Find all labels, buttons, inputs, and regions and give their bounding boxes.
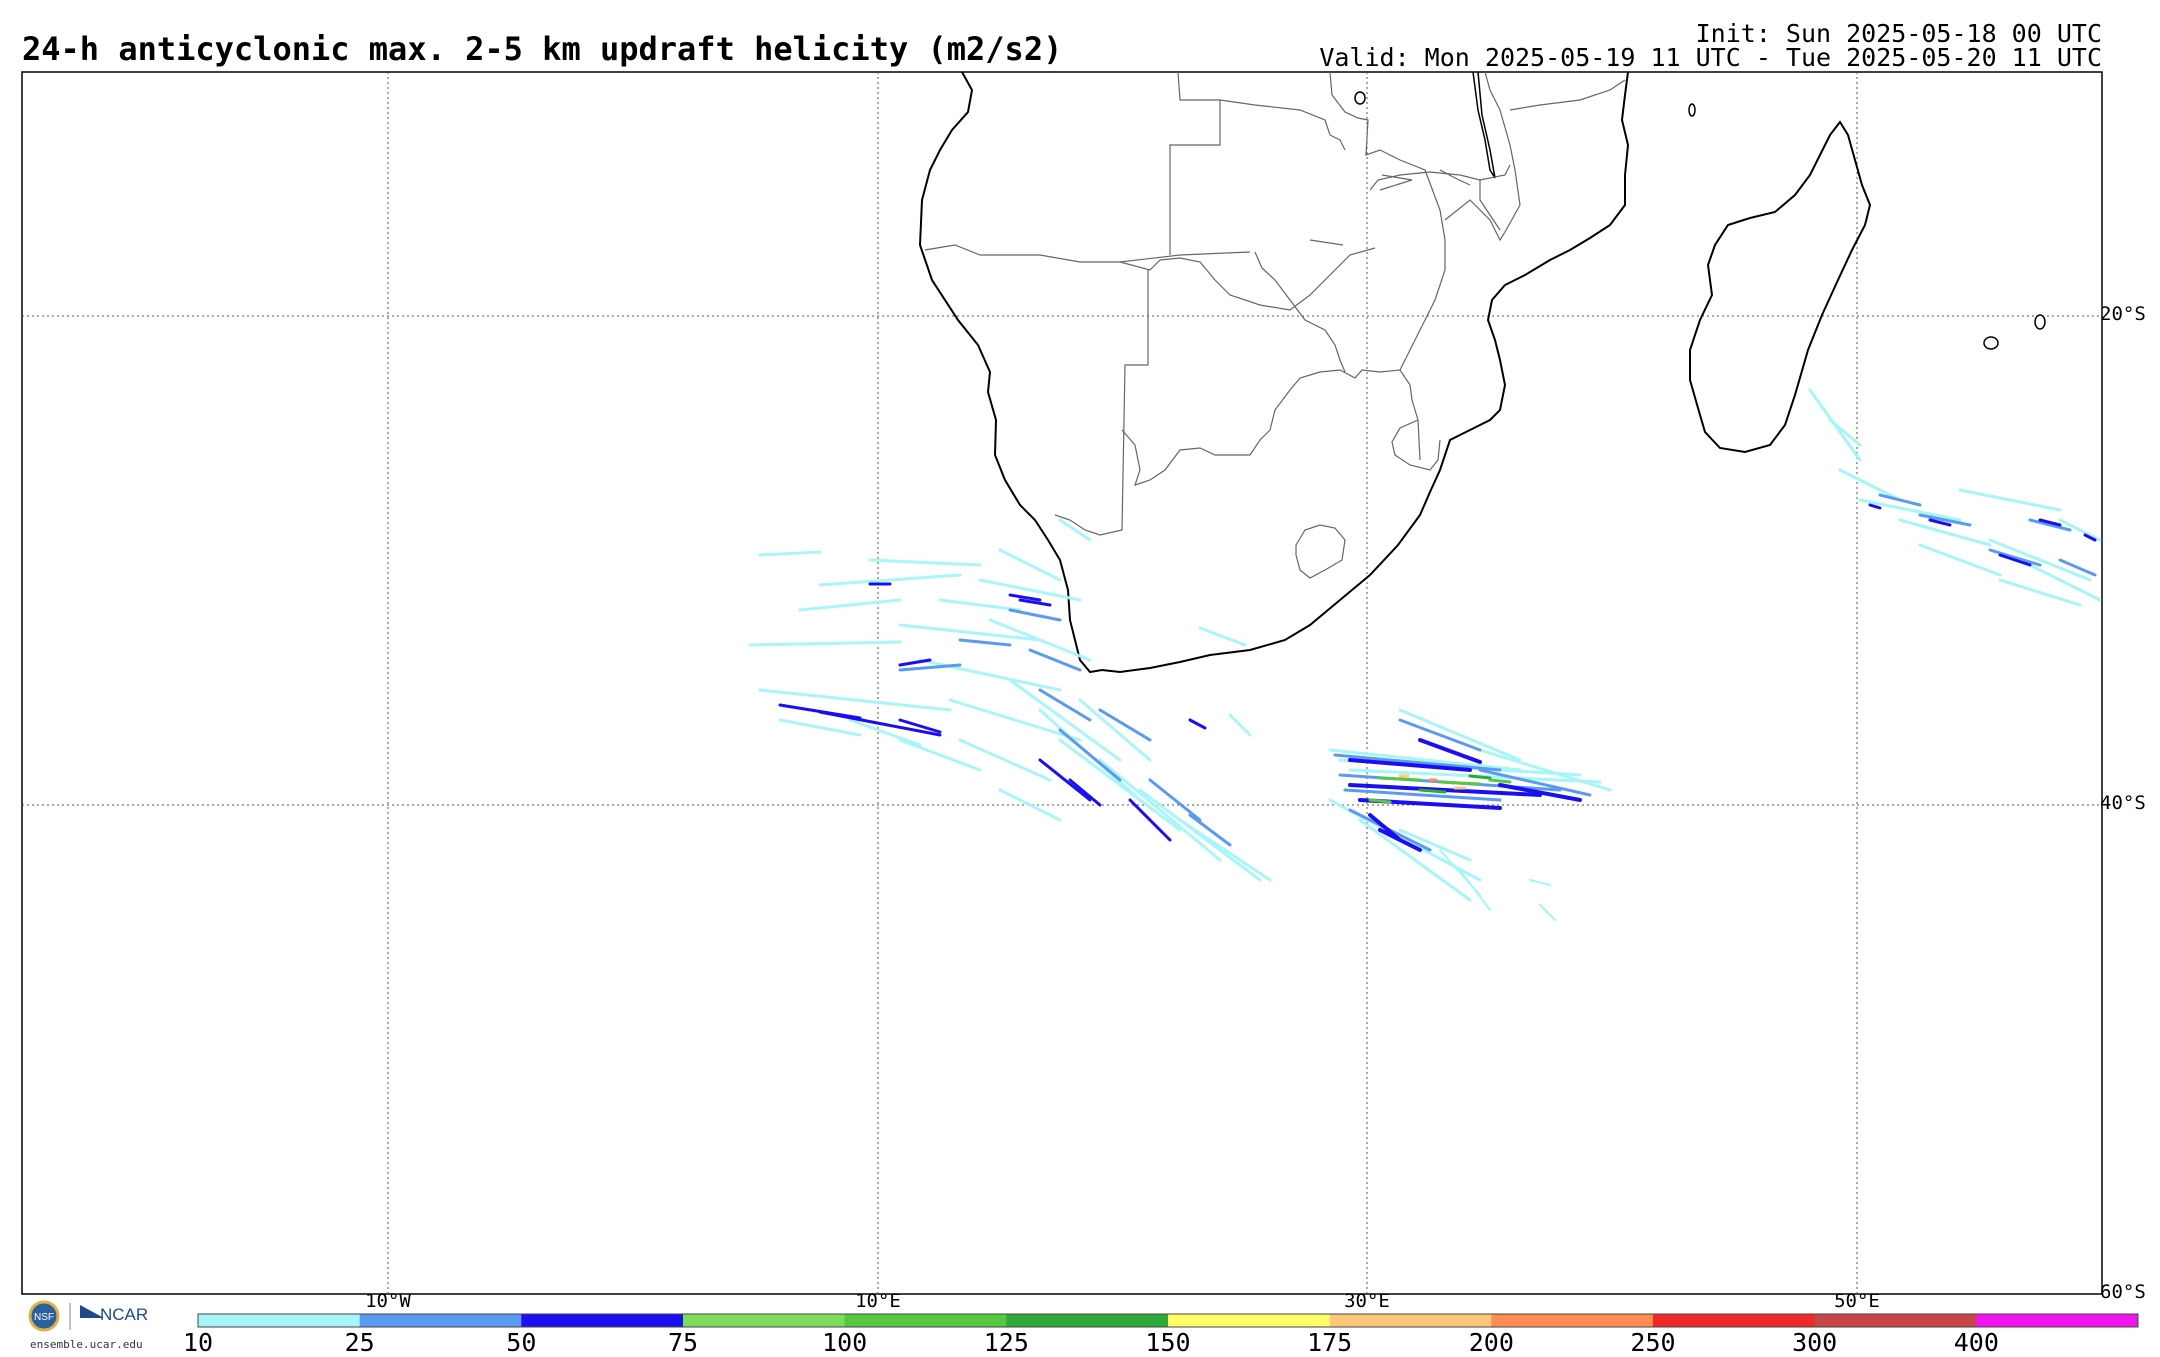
- lon-label-50e: 50°E: [1834, 1290, 1880, 1312]
- colorbar-tick-label: 25: [344, 1328, 375, 1357]
- colorbar-tick-label: 250: [1630, 1328, 1676, 1357]
- ncar-logo-icon: [80, 1305, 104, 1318]
- colorbar-tick-label: 175: [1307, 1328, 1353, 1357]
- colorbar-tick-label: 200: [1468, 1328, 1514, 1357]
- map-title: 24-h anticyclonic max. 2-5 km updraft he…: [22, 30, 1063, 68]
- nsf-logo-icon: NSF: [28, 1300, 60, 1332]
- colorbar-tick-label: 125: [983, 1328, 1029, 1357]
- gridlines: [22, 72, 2102, 1294]
- colorbar-tick-label: 150: [1145, 1328, 1191, 1357]
- init-time: Init: Sun 2025-05-18 00 UTC: [1695, 19, 2102, 48]
- colorbar-segment: [1168, 1314, 1331, 1327]
- logo-url: ensemble.ucar.edu: [30, 1338, 143, 1351]
- madagascar-coastline: [1689, 120, 1872, 454]
- lon-label-10w: 10°W: [365, 1290, 411, 1312]
- lon-label-10e: 10°E: [855, 1290, 901, 1312]
- africa-coastline: [918, 71, 1630, 674]
- ncar-logo-text: NCAR: [100, 1305, 149, 1324]
- colorbar-segment: [683, 1314, 846, 1327]
- colorbar-segment: [1653, 1314, 1816, 1327]
- country-borders: [924, 71, 1626, 579]
- lat-label-60s: 60°S: [2100, 1281, 2146, 1303]
- colorbar-tick-label: 100: [822, 1328, 868, 1357]
- colorbar: [197, 1313, 2139, 1328]
- svg-text:NSF: NSF: [34, 1312, 54, 1323]
- colorbar-tick-label: 50: [506, 1328, 537, 1357]
- colorbar-segment: [1006, 1314, 1169, 1327]
- colorbar-segment: [844, 1314, 1007, 1327]
- colorbar-segment: [1329, 1314, 1492, 1327]
- colorbar-tick-label: 75: [667, 1328, 699, 1357]
- colorbar-frame: [197, 1313, 2139, 1328]
- colorbar-segment: [521, 1314, 684, 1327]
- colorbar-tick-label: 300: [1792, 1328, 1838, 1357]
- colorbar-segment: [198, 1314, 361, 1327]
- lat-label-40s: 40°S: [2100, 792, 2146, 814]
- colorbar-segment: [1976, 1314, 2139, 1327]
- islands: [1354, 91, 2046, 350]
- colorbar-tick-label: 400: [1953, 1328, 1999, 1357]
- lat-label-20s: 20°S: [2100, 303, 2146, 325]
- map-frame: [21, 71, 2103, 1295]
- colorbar-tick-label: 10: [182, 1328, 214, 1357]
- lake: [1472, 71, 1496, 179]
- helicity-field: [748, 388, 2102, 921]
- valid-time: Valid: Mon 2025-05-19 11 UTC - Tue 2025-…: [1319, 43, 2102, 72]
- colorbar-segment: [359, 1314, 522, 1327]
- lon-label-30e: 30°E: [1344, 1290, 1390, 1312]
- colorbar-segment: [1491, 1314, 1654, 1327]
- colorbar-segment: [1814, 1314, 1977, 1327]
